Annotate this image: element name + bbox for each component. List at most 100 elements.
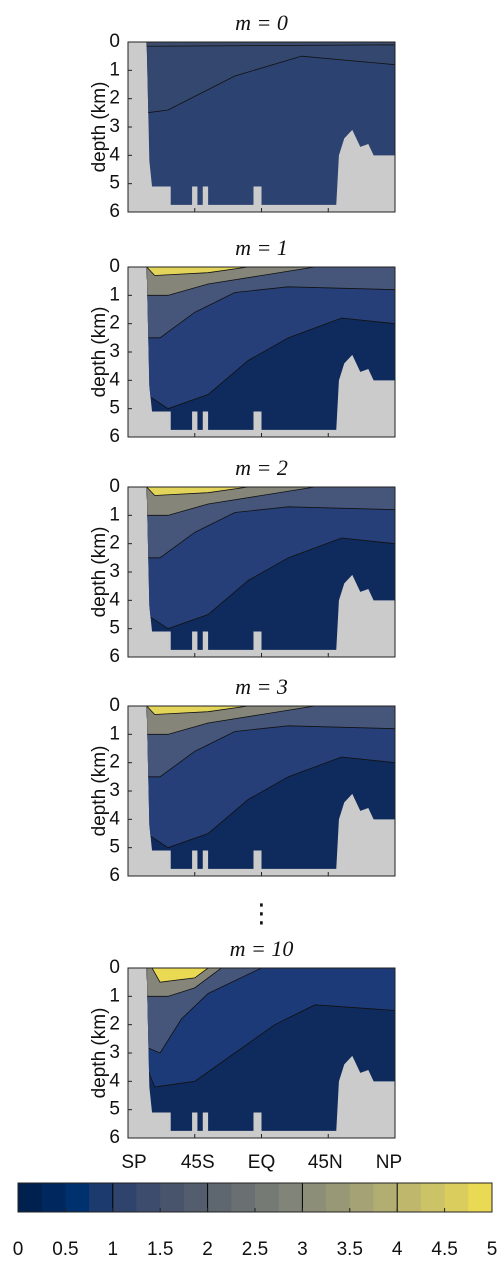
colorbar-swatch xyxy=(373,1183,398,1212)
x-tick-label: EQ xyxy=(248,1152,275,1173)
colorbar-tick-label: 2 xyxy=(202,1239,213,1260)
y-tick-label: 0 xyxy=(109,476,120,497)
y-tick-label: 1 xyxy=(109,985,120,1006)
colorbar-swatch xyxy=(326,1183,351,1212)
y-tick-label: 2 xyxy=(109,1014,120,1035)
contour-fill xyxy=(146,706,395,778)
panel: m = 1 0 1 2 3 4 5 6 depth (km) xyxy=(89,235,396,447)
y-tick-label: 0 xyxy=(109,31,120,52)
y-tick-label: 2 xyxy=(109,313,120,334)
y-tick-label: 5 xyxy=(109,173,120,194)
panel-title: m = 2 xyxy=(235,455,288,480)
contours xyxy=(146,968,395,1088)
colorbar-swatch xyxy=(302,1183,327,1212)
y-tick-label: 0 xyxy=(109,957,120,978)
panel: m = 10 0 1 2 3 4 5 6 depth (km) xyxy=(89,936,396,1148)
colorbar-swatch xyxy=(89,1183,114,1212)
y-tick-label: 0 xyxy=(109,695,120,716)
colorbar-swatch xyxy=(420,1183,446,1212)
y-tick-label: 2 xyxy=(109,88,120,109)
colorbar-tick-label: 0.5 xyxy=(52,1239,78,1260)
y-axis-label: depth (km) xyxy=(89,82,110,173)
colorbar-swatch xyxy=(18,1183,43,1212)
y-tick-label: 4 xyxy=(109,1070,120,1091)
colorbar-swatch xyxy=(160,1183,185,1212)
colorbar-tick-label: 1.5 xyxy=(147,1239,173,1260)
y-tick-label: 1 xyxy=(109,284,120,305)
colorbar-swatch xyxy=(207,1183,232,1212)
contours xyxy=(146,42,395,114)
contour-fill xyxy=(151,968,210,983)
y-tick-label: 1 xyxy=(109,59,120,80)
panel: m = 0 0 1 2 3 4 5 6 depth (km) xyxy=(89,10,396,222)
colorbar-tick-label: 3 xyxy=(297,1239,308,1260)
y-tick-label: 6 xyxy=(109,646,120,667)
y-tick-label: 3 xyxy=(109,341,120,362)
colorbar-swatch xyxy=(468,1183,493,1212)
panel: m = 3 0 1 2 3 4 5 6 depth (km) xyxy=(89,674,396,886)
contours xyxy=(146,267,395,410)
y-tick-label: 5 xyxy=(109,837,120,858)
colorbar-swatch xyxy=(349,1183,374,1212)
y-tick-label: 5 xyxy=(109,398,120,419)
ellipsis: ⋮ xyxy=(249,898,275,928)
colorbar-tick-label: 5 xyxy=(487,1239,498,1260)
contour-fill xyxy=(146,42,395,114)
y-tick-label: 6 xyxy=(109,426,120,447)
contour-fill xyxy=(146,487,249,496)
colorbar-tick-label: 0 xyxy=(13,1239,24,1260)
panel: m = 2 0 1 2 3 4 5 6 depth (km) xyxy=(89,455,396,667)
x-tick-label: 45S xyxy=(181,1152,215,1173)
y-axis-label: depth (km) xyxy=(89,746,110,837)
colorbar-swatch xyxy=(231,1183,256,1212)
colorbar-swatch xyxy=(183,1183,209,1212)
y-tick-label: 5 xyxy=(109,1099,120,1120)
colorbar-swatch xyxy=(136,1183,161,1212)
y-axis-label: depth (km) xyxy=(89,527,110,618)
contour-fill xyxy=(146,487,395,559)
y-tick-label: 1 xyxy=(109,504,120,525)
y-tick-label: 2 xyxy=(109,533,120,554)
y-tick-label: 1 xyxy=(109,723,120,744)
colorbar-swatch xyxy=(397,1183,422,1212)
y-axis-label: depth (km) xyxy=(89,1008,110,1099)
y-tick-label: 2 xyxy=(109,752,120,773)
y-tick-label: 4 xyxy=(109,369,120,390)
colorbar-tick-label: 1 xyxy=(108,1239,119,1260)
y-tick-label: 3 xyxy=(109,780,120,801)
y-tick-label: 5 xyxy=(109,618,120,639)
panel-title: m = 10 xyxy=(230,936,294,961)
y-tick-label: 3 xyxy=(109,116,120,137)
y-tick-label: 3 xyxy=(109,561,120,582)
x-tick-label: 45N xyxy=(308,1152,343,1173)
contours xyxy=(146,487,395,630)
colorbar-tick-label: 4.5 xyxy=(431,1239,457,1260)
y-tick-label: 4 xyxy=(109,808,120,829)
contour-fill xyxy=(146,267,249,276)
y-tick-label: 0 xyxy=(109,256,120,277)
contour-fill xyxy=(146,267,395,339)
colorbar-tick-label: 3.5 xyxy=(337,1239,363,1260)
panel-title: m = 0 xyxy=(235,10,288,35)
y-tick-label: 6 xyxy=(109,201,120,222)
y-tick-label: 4 xyxy=(109,589,120,610)
colorbar-swatch xyxy=(255,1183,280,1212)
contour-fill xyxy=(146,706,249,715)
colorbar-swatch xyxy=(444,1183,469,1212)
colorbar-tick-label: 2.5 xyxy=(242,1239,268,1260)
panel-title: m = 3 xyxy=(235,674,288,699)
y-tick-label: 6 xyxy=(109,1127,120,1148)
y-tick-label: 3 xyxy=(109,1042,120,1063)
contours xyxy=(146,706,395,849)
contour-fill xyxy=(146,42,395,47)
panel-title: m = 1 xyxy=(235,235,288,260)
colorbar-swatch xyxy=(41,1183,66,1212)
y-axis-label: depth (km) xyxy=(89,307,110,398)
colorbar-tick-label: 4 xyxy=(392,1239,403,1260)
colorbar-swatch xyxy=(278,1183,303,1212)
y-tick-label: 6 xyxy=(109,865,120,886)
contour-fill xyxy=(146,968,395,1088)
y-tick-label: 4 xyxy=(109,144,120,165)
x-tick-label: NP xyxy=(376,1152,402,1173)
